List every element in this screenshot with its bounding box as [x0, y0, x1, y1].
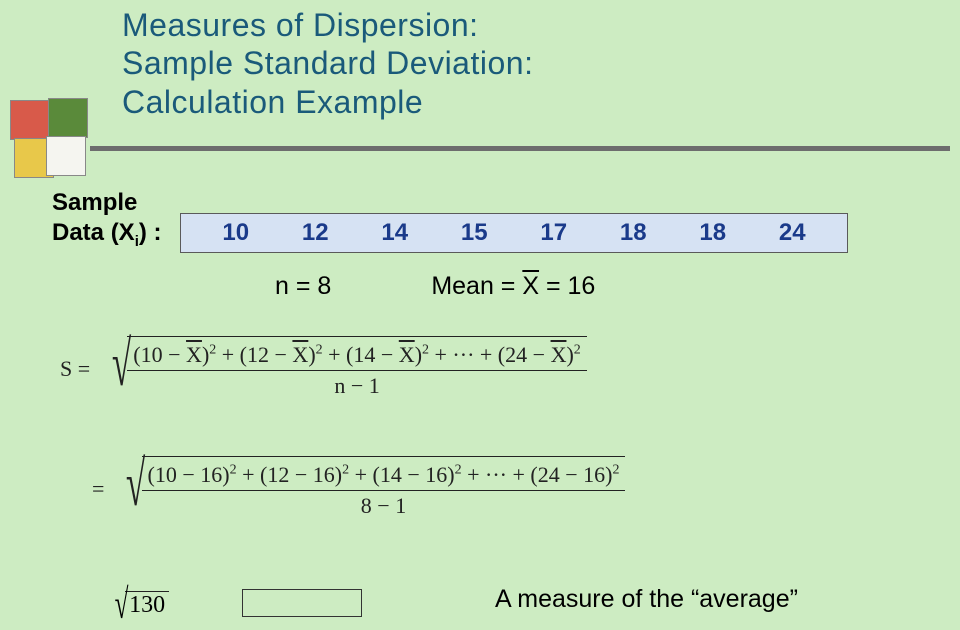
sample-label-suffix: ) : — [139, 219, 162, 246]
deco-square-white — [46, 136, 86, 176]
sqrt-sign-icon: √ — [112, 334, 131, 399]
sample-data-label: Sample Data (Xi) : — [52, 188, 162, 252]
data-value: 10 — [222, 219, 249, 247]
sample-label-line1: Sample — [52, 189, 137, 216]
formula2-denominator: 8 − 1 — [355, 491, 412, 521]
title-line-2: Sample Standard Deviation: — [122, 44, 533, 82]
formula1-numerator: (10 − X)2 + (12 − X)2 + (14 − X)2 + ··· … — [127, 340, 586, 371]
formula-symbolic: S = √ (10 − X)2 + (12 − X)2 + (14 − X)2 … — [60, 336, 587, 401]
data-value: 17 — [540, 219, 567, 247]
formula-lhs: S = — [60, 356, 90, 382]
mean-value: Mean = X = 16 — [431, 272, 595, 301]
title-squares-decoration — [0, 80, 85, 160]
deco-square-green — [48, 98, 88, 138]
formula1-denominator: n − 1 — [328, 371, 385, 401]
data-value: 18 — [620, 219, 647, 247]
title-line-1: Measures of Dispersion: — [122, 6, 533, 44]
data-value: 15 — [461, 219, 488, 247]
stats-line: n = 8 Mean = X = 16 — [275, 272, 595, 301]
n-value: n = 8 — [275, 272, 331, 301]
slide-title: Measures of Dispersion: Sample Standard … — [122, 6, 533, 121]
sample-data-box: 10 12 14 15 17 18 18 24 — [180, 213, 848, 253]
sqrt-130: √130 — [110, 581, 169, 629]
footnote-text: A measure of the “average” — [495, 585, 798, 614]
sqrt-sign-icon: √ — [126, 454, 145, 519]
data-value: 12 — [302, 219, 329, 247]
formula-numeric: = √ (10 − 16)2 + (12 − 16)2 + (14 − 16)2… — [92, 456, 625, 521]
data-value: 14 — [381, 219, 408, 247]
data-value: 18 — [699, 219, 726, 247]
formula2-numerator: (10 − 16)2 + (12 − 16)2 + (14 − 16)2 + ·… — [142, 460, 626, 491]
result-box — [242, 589, 362, 617]
sample-label-prefix: Data (X — [52, 219, 135, 246]
title-divider — [90, 146, 950, 151]
title-line-3: Calculation Example — [122, 83, 533, 121]
deco-square-red — [10, 100, 50, 140]
data-value: 24 — [779, 219, 806, 247]
